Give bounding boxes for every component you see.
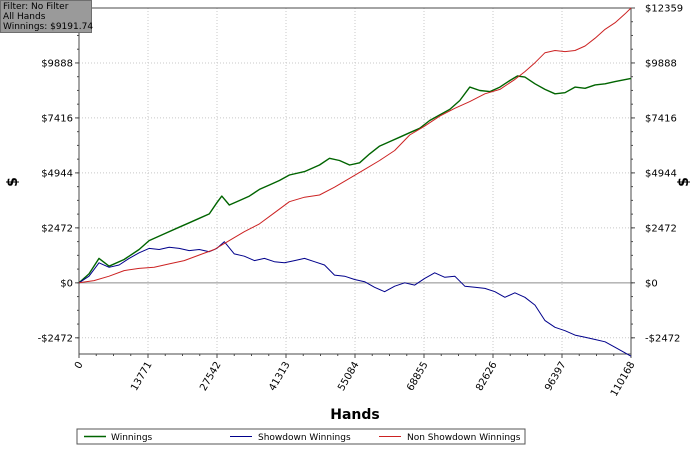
y-tick-label-left: $4944 xyxy=(41,168,73,179)
legend-label-showdown: Showdown Winnings xyxy=(258,433,351,443)
y-tick-label-right: -$2472 xyxy=(645,333,680,344)
y-tick-label-left: $7416 xyxy=(41,113,73,124)
y-axis-ticks: -$2472 -$2472 $0 $0 $2472 $2472 $4944 $4944 $741… xyxy=(35,4,683,345)
y-tick-label-left: -$2472 xyxy=(38,333,73,344)
series-lines xyxy=(78,7,632,357)
legend: Winnings Showdown Winnings Non Showdown … xyxy=(76,428,526,445)
x-tick-label: 55084 xyxy=(336,360,361,393)
x-tick-label: 82626 xyxy=(474,360,499,393)
y-tick-label-right: $2472 xyxy=(645,223,677,234)
x-tick-label: 41313 xyxy=(267,360,292,393)
x-axis-title: Hands xyxy=(330,407,380,423)
y-tick-label-right: $12359 xyxy=(645,4,683,15)
filter-label: Filter: No Filter xyxy=(3,2,69,12)
showdown-winnings-line xyxy=(78,241,632,357)
y-tick-label-left: $0 xyxy=(60,278,73,289)
y-axis-title-right: $ xyxy=(676,177,692,187)
y-axis-title-left: $ xyxy=(5,177,21,187)
y-tick-label-left: $9888 xyxy=(41,58,73,69)
filter-info-box: Filter: No Filter All Hands Winnings: $9… xyxy=(0,0,94,33)
non-showdown-winnings-line xyxy=(78,7,632,284)
y-tick-label-right: $9888 xyxy=(645,58,677,69)
y-tick-label-left: $2472 xyxy=(41,223,73,234)
x-tick-label: 27542 xyxy=(198,360,223,393)
legend-box xyxy=(76,428,526,445)
x-axis-ticks: 0 13771 27542 41313 55084 68855 82626 96397 1101… xyxy=(73,354,638,399)
grid-lines xyxy=(79,7,631,354)
hands-filter-label: All Hands xyxy=(3,12,46,22)
y-tick-label-right: $4944 xyxy=(645,168,677,179)
x-tick-label: 96397 xyxy=(543,360,568,393)
x-tick-label: 13771 xyxy=(129,360,154,393)
y-tick-label-right: $0 xyxy=(645,278,658,289)
x-tick-label: 68855 xyxy=(405,360,430,393)
winnings-line xyxy=(78,75,632,284)
legend-label-non-showdown: Non Showdown Winnings xyxy=(407,433,521,443)
y-tick-label-right: $7416 xyxy=(645,113,677,124)
x-tick-label: 0 xyxy=(73,360,86,371)
total-winnings-label: Winnings: $9191.74 xyxy=(3,22,94,32)
legend-label-winnings: Winnings xyxy=(111,433,153,443)
x-tick-label: 110168 xyxy=(609,360,638,399)
